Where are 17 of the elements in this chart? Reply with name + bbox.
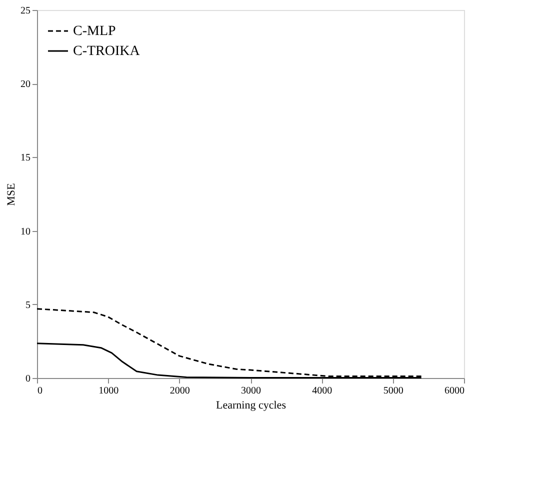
legend-label: C-MLP bbox=[73, 24, 116, 39]
legend-label: C-TROIKA bbox=[73, 44, 141, 59]
x-tick-label: 6000 bbox=[444, 386, 464, 396]
y-tick-label: 0 bbox=[26, 374, 30, 384]
y-tick-label: 15 bbox=[20, 152, 30, 164]
x-tick-label: 1000 bbox=[98, 386, 119, 396]
y-axis-title: MSE bbox=[6, 182, 18, 206]
y-tick-label: 5 bbox=[26, 300, 30, 311]
y-tick-label: 10 bbox=[20, 226, 30, 238]
y-tick-label: 20 bbox=[20, 79, 30, 90]
y-tick-label: 25 bbox=[20, 6, 30, 16]
x-tick-label: 4000 bbox=[312, 386, 332, 396]
x-axis-title: Learning cycles bbox=[216, 400, 286, 412]
x-tick-label: 3000 bbox=[241, 386, 261, 396]
x-tick-label: 0 bbox=[38, 386, 42, 396]
x-tick-label: 5000 bbox=[383, 386, 404, 396]
x-tick-label: 2000 bbox=[170, 386, 190, 396]
